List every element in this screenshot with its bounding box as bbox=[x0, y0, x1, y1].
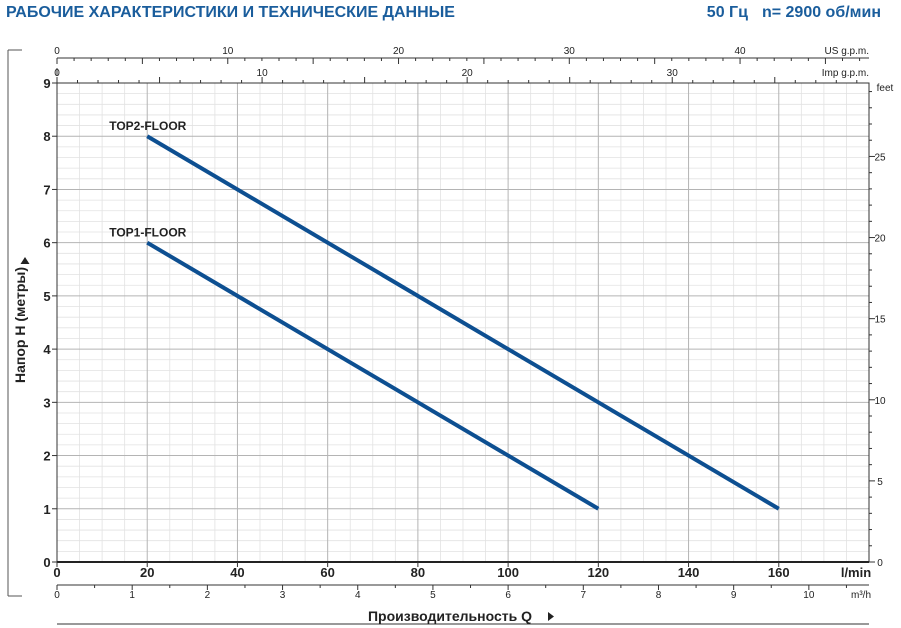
y-tick-label: 0 bbox=[43, 555, 50, 570]
imp-gpm-tick-label: 0 bbox=[54, 68, 60, 79]
m3h-tick-label: 9 bbox=[731, 590, 737, 601]
feet-tick-label: 0 bbox=[877, 558, 883, 569]
m3h-tick-label: 0 bbox=[54, 590, 60, 601]
speed-label: n= 2900 об/мин bbox=[761, 4, 881, 21]
x-axis-title: Производительность Q bbox=[368, 608, 532, 624]
y-tick-label: 9 bbox=[43, 76, 50, 91]
m3h-tick-label: 2 bbox=[205, 590, 211, 601]
us-gpm-tick-label: 20 bbox=[393, 46, 405, 57]
page-title: РАБОЧИЕ ХАРАКТЕРИСТИКИ И ТЕХНИЧЕСКИЕ ДАН… bbox=[6, 4, 455, 21]
y-tick-label: 5 bbox=[43, 289, 50, 304]
m3h-tick-label: 1 bbox=[129, 590, 135, 601]
series-line-top2-floor bbox=[146, 134, 780, 511]
us-gpm-axis-label: US g.p.m. bbox=[825, 46, 869, 57]
y-tick-label: 2 bbox=[43, 449, 50, 464]
x-unit-label: l/min bbox=[841, 565, 871, 580]
m3h-tick-label: 8 bbox=[656, 590, 662, 601]
feet-tick-label: 10 bbox=[874, 396, 886, 407]
m3h-tick-label: 6 bbox=[505, 590, 511, 601]
series-line-top1-floor bbox=[146, 240, 600, 511]
y-axis-title: Напор H (метры) bbox=[12, 267, 28, 383]
axes bbox=[7, 49, 875, 625]
series-layer: TOP2-FLOOR TOP1-FLOOR bbox=[109, 119, 780, 511]
series-label: TOP1-FLOOR bbox=[109, 226, 186, 240]
y-tick-label: 8 bbox=[43, 129, 50, 144]
tick-labels: 0 10 20 30 40 US g.p.m.0 10 20 30 Imp g.p.m.01234… bbox=[12, 46, 894, 624]
feet-tick-label: 25 bbox=[874, 152, 886, 163]
us-gpm-tick-label: 10 bbox=[222, 46, 234, 57]
imp-gpm-tick-label: 10 bbox=[257, 68, 269, 79]
frequency-label: 50 Гц bbox=[706, 4, 748, 21]
us-gpm-tick-label: 30 bbox=[564, 46, 576, 57]
x-tick-label: 80 bbox=[411, 565, 425, 580]
feet-tick-label: 15 bbox=[874, 315, 886, 326]
x-tick-label: 140 bbox=[678, 565, 700, 580]
y-tick-label: 3 bbox=[43, 395, 50, 410]
y-tick-label: 4 bbox=[43, 342, 51, 357]
x-tick-label: 120 bbox=[587, 565, 609, 580]
x-tick-label: 40 bbox=[230, 565, 244, 580]
series-label: TOP2-FLOOR bbox=[109, 119, 186, 133]
m3h-tick-label: 7 bbox=[581, 590, 587, 601]
x-tick-label: 100 bbox=[497, 565, 519, 580]
imp-gpm-axis-label: Imp g.p.m. bbox=[822, 68, 869, 79]
operating-conditions: 50 Гц n= 2900 об/мин bbox=[693, 4, 881, 22]
us-gpm-tick-label: 40 bbox=[734, 46, 746, 57]
imp-gpm-tick-label: 30 bbox=[667, 68, 679, 79]
m3h-tick-label: 3 bbox=[280, 590, 286, 601]
feet-tick-label: 20 bbox=[874, 234, 886, 245]
feet-axis-label: feet bbox=[877, 83, 894, 94]
y-tick-label: 1 bbox=[43, 502, 50, 517]
us-gpm-tick-label: 0 bbox=[54, 46, 60, 57]
imp-gpm-tick-label: 20 bbox=[462, 68, 474, 79]
m3h-tick-label: 5 bbox=[430, 590, 436, 601]
feet-tick-label: 5 bbox=[877, 477, 883, 488]
x-tick-label: 0 bbox=[53, 565, 60, 580]
y-axis-arrow-icon bbox=[20, 257, 30, 264]
m3h-axis-label: m³/h bbox=[851, 590, 871, 601]
m3h-tick-label: 10 bbox=[803, 590, 815, 601]
x-tick-label: 20 bbox=[140, 565, 154, 580]
m3h-tick-label: 4 bbox=[355, 590, 361, 601]
x-tick-label: 60 bbox=[320, 565, 334, 580]
x-tick-label: 160 bbox=[768, 565, 790, 580]
y-tick-label: 7 bbox=[43, 182, 50, 197]
y-tick-label: 6 bbox=[43, 236, 50, 251]
x-axis-arrow-icon bbox=[548, 612, 554, 621]
